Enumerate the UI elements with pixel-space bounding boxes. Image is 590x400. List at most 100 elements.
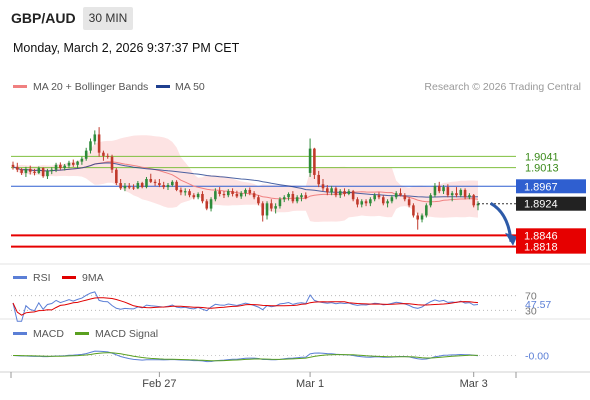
candle xyxy=(390,197,394,202)
candle xyxy=(278,199,282,207)
candle xyxy=(450,193,454,196)
candle xyxy=(386,201,389,204)
key-levels xyxy=(11,155,586,248)
candle xyxy=(308,148,312,173)
candle xyxy=(334,188,338,196)
candle xyxy=(459,189,463,196)
price-legend: MA 20 + Bollinger Bands MA 50 Research ©… xyxy=(13,81,581,93)
currency-pair-title: GBP/AUD xyxy=(11,10,76,26)
candle xyxy=(97,134,101,153)
candle xyxy=(171,181,174,186)
candle xyxy=(46,170,49,177)
candle xyxy=(265,203,269,216)
candle xyxy=(175,181,178,190)
candle xyxy=(93,134,97,142)
candle xyxy=(274,206,277,209)
candle xyxy=(442,187,445,192)
timeframe-badge[interactable]: 30 MIN xyxy=(83,7,133,30)
candle xyxy=(33,171,36,173)
macd-signal-legend-label: MACD Signal xyxy=(95,328,158,340)
macd-signal-line xyxy=(13,352,479,362)
level-tag-1.8818 xyxy=(516,239,586,254)
bollinger-band-area xyxy=(13,135,478,222)
candle xyxy=(420,215,424,220)
ma20-legend-swatch xyxy=(13,85,27,88)
candle xyxy=(330,188,333,193)
candle xyxy=(455,193,458,196)
candle xyxy=(472,195,475,206)
candle xyxy=(115,169,118,184)
candle xyxy=(304,195,308,199)
level-label-1.8818: 1.8818 xyxy=(524,242,558,254)
candle xyxy=(102,152,105,156)
candle xyxy=(54,164,58,170)
x-tick-label: Feb 27 xyxy=(142,378,176,390)
candle xyxy=(399,193,402,196)
candle xyxy=(351,191,355,200)
candle xyxy=(226,191,230,196)
candle xyxy=(127,185,131,188)
candle xyxy=(248,189,252,194)
candle xyxy=(364,201,368,204)
rsi-level-label-30: 30 xyxy=(525,305,537,317)
macd-value-label: -0.00 xyxy=(525,351,549,363)
level-label-1.9041: 1.9041 xyxy=(525,151,559,163)
candle xyxy=(373,195,376,200)
level-label-1.8846: 1.8846 xyxy=(524,230,558,242)
candle xyxy=(59,164,62,169)
chart-datetime: Monday, March 2, 2026 9:37:37 PM CET xyxy=(13,41,240,55)
candle xyxy=(287,193,290,198)
candle xyxy=(446,187,450,196)
forecast-arrow-head xyxy=(505,232,517,246)
candle xyxy=(270,203,273,209)
candle xyxy=(136,183,140,189)
candle xyxy=(360,201,364,205)
candle xyxy=(119,183,122,189)
rsi-ma-line xyxy=(12,297,479,316)
candle xyxy=(416,215,420,220)
level-label-1.8967: 1.8967 xyxy=(524,181,558,193)
x-axis: Feb 27 Mar 1 Mar 3 xyxy=(142,372,488,390)
candle xyxy=(140,183,144,188)
candle xyxy=(192,195,196,198)
candle xyxy=(437,185,441,192)
forecast-arrow xyxy=(478,201,517,246)
ma20-legend-label: MA 20 + Bollinger Bands xyxy=(33,81,148,93)
candle xyxy=(218,191,221,194)
candle xyxy=(145,179,148,188)
ma50-legend-swatch xyxy=(156,85,170,88)
candle xyxy=(76,161,79,165)
candle xyxy=(313,148,316,175)
candle xyxy=(326,188,329,193)
candle xyxy=(149,179,153,182)
candle xyxy=(261,203,265,216)
rsi-line xyxy=(12,291,479,322)
rsi-value-label: 47.57 xyxy=(525,299,551,311)
candle xyxy=(214,191,217,200)
candle xyxy=(71,162,75,165)
candle xyxy=(257,197,260,204)
candle xyxy=(205,201,209,209)
rsi-legend-label: RSI xyxy=(33,272,51,284)
candle xyxy=(67,162,71,166)
rsi-level-label-70: 70 xyxy=(525,291,537,303)
candle xyxy=(123,185,127,189)
candle xyxy=(11,164,15,167)
macd-signal-legend-swatch xyxy=(75,332,89,335)
candle xyxy=(425,205,428,216)
rsi-ma-legend-label: 9MA xyxy=(82,272,104,284)
candle xyxy=(433,185,437,196)
candle xyxy=(28,168,32,172)
candle xyxy=(429,195,432,206)
candle xyxy=(476,203,480,206)
level-label-1.9013: 1.9013 xyxy=(525,163,559,175)
x-tick-label: Mar 3 xyxy=(460,378,488,390)
candle xyxy=(196,193,200,198)
candle xyxy=(282,197,286,200)
rsi-legend: RSI 9MA xyxy=(13,272,104,284)
candle xyxy=(183,191,187,193)
macd-legend-label: MACD xyxy=(33,328,64,340)
